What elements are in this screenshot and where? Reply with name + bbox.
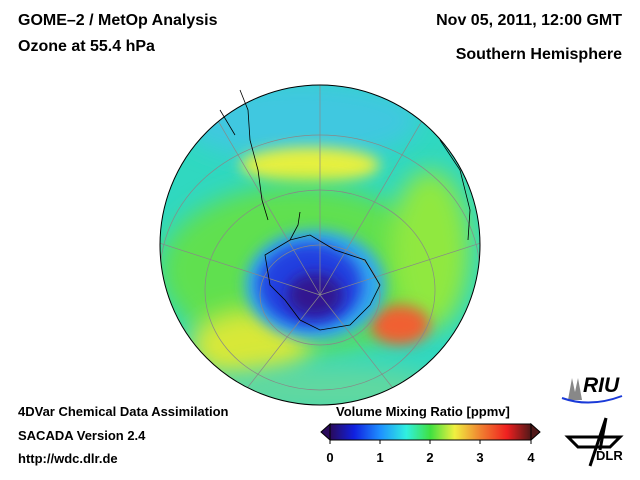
- date-label: Nov 05, 2011, 12:00 GMT: [436, 12, 622, 29]
- riu-logo: [561, 378, 623, 404]
- colorbar-gradient: [329, 423, 532, 441]
- globe-outline: [159, 84, 481, 406]
- colorbar-tick-label: 2: [426, 450, 434, 465]
- colorbar-tick-label: 0: [326, 450, 334, 465]
- dlr-logo: [564, 417, 624, 467]
- riu-logo-text: RIU: [583, 374, 620, 397]
- colorbar-tick-label: 4: [527, 450, 535, 465]
- colorbar: [320, 422, 541, 444]
- colorbar-title: Volume Mixing Ratio [ppmv]: [336, 404, 510, 419]
- region-label: Southern Hemisphere: [455, 46, 622, 63]
- graticule: [160, 85, 480, 405]
- footer-method: 4DVar Chemical Data Assimilation: [18, 404, 229, 419]
- footer-url: http://wdc.dlr.de: [18, 451, 118, 466]
- dlr-logo-text: DLR: [596, 448, 623, 463]
- colorbar-tick-label: 1: [376, 450, 384, 465]
- title-variable: Ozone at 55.4 hPa: [18, 38, 155, 55]
- title-instrument: GOME–2 / MetOp Analysis: [18, 12, 218, 29]
- colorbar-max-arrow: [530, 422, 541, 442]
- colorbar-min-arrow: [320, 422, 331, 442]
- coastlines: [219, 89, 471, 331]
- footer-version: SACADA Version 2.4: [18, 428, 146, 443]
- colorbar-tick-label: 3: [476, 450, 484, 465]
